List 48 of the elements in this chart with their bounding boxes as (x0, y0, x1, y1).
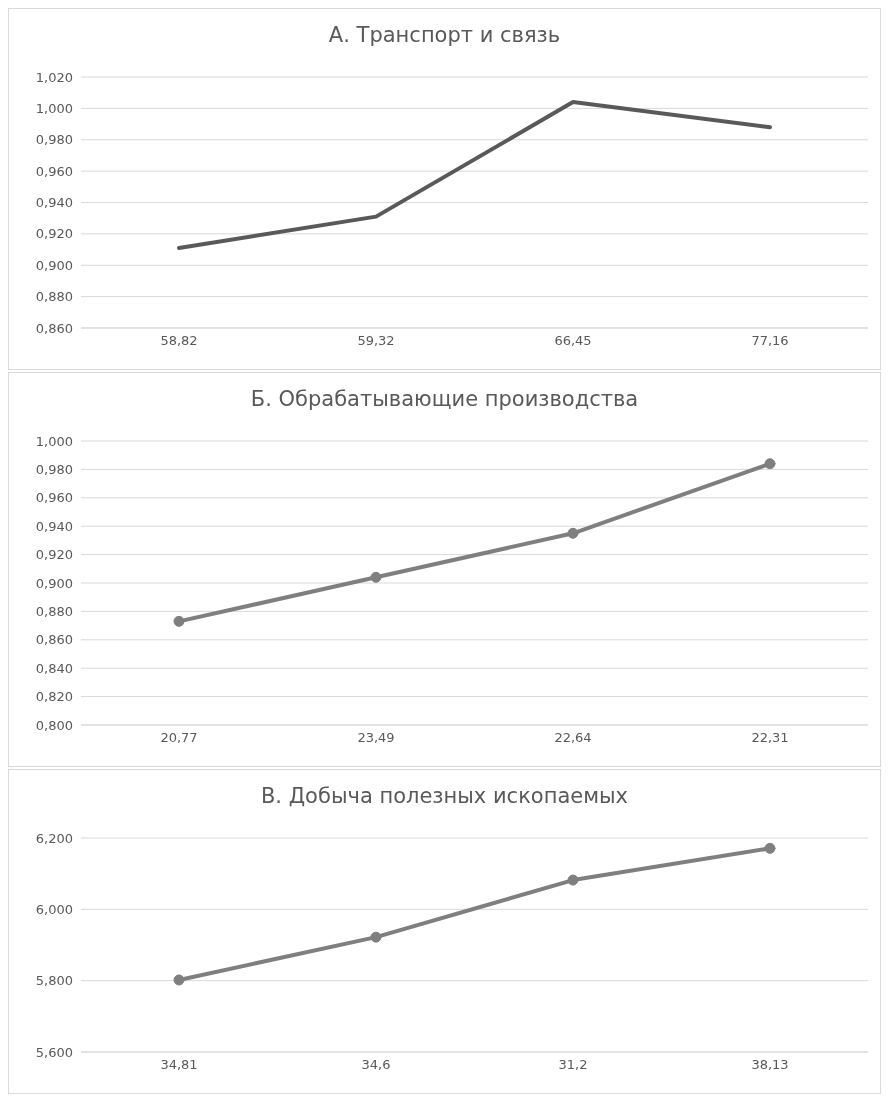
line-series (177, 100, 772, 250)
point (764, 842, 776, 854)
y-tick-label: 0,920 (35, 547, 73, 563)
x-tick-label: 22,64 (554, 730, 592, 746)
y-tick-label: 5,800 (35, 973, 73, 989)
y-tick-label: 0,980 (35, 462, 73, 478)
chart-title: А. Транспорт и связь (328, 23, 561, 47)
y-tick-label: 6,200 (35, 830, 73, 846)
y-tick-label: 0,900 (35, 575, 73, 591)
x-tick-label: 58,82 (160, 333, 198, 349)
y-tick-label: 0,840 (35, 660, 73, 676)
point (370, 931, 382, 943)
y-tick-label: 0,900 (35, 257, 73, 273)
x-tick-label: 22,31 (751, 730, 789, 746)
x-tick-label: 59,32 (357, 333, 395, 349)
y-tick-label: 0,960 (35, 490, 73, 506)
x-tick-label: 34,81 (160, 1057, 198, 1073)
chart-title: Б. Обрабатывающие производства (250, 387, 639, 411)
point (567, 874, 579, 886)
y-tick-label: 1,020 (35, 69, 73, 85)
y-tick-label: 0,880 (35, 289, 73, 305)
y-tick-label: 0,860 (35, 320, 73, 336)
y-tick-label: 0,800 (35, 717, 73, 733)
x-tick-label: 20,77 (160, 730, 198, 746)
y-tick-label: 0,980 (35, 132, 73, 148)
point (173, 974, 185, 986)
y-tick-label: 0,920 (35, 226, 73, 242)
x-tick-label: 66,45 (554, 333, 592, 349)
point (370, 571, 382, 583)
x-tick-label: 77,16 (751, 333, 789, 349)
x-tick-label: 31,2 (558, 1057, 588, 1073)
y-tick-label: 0,940 (35, 195, 73, 211)
y-tick-label: 0,940 (35, 518, 73, 534)
y-tick-label: 0,820 (35, 689, 73, 705)
y-tick-label: 1,000 (35, 100, 73, 116)
point (173, 615, 185, 627)
y-tick-label: 0,880 (35, 604, 73, 620)
x-tick-label: 38,13 (751, 1057, 789, 1073)
chart-title: В. Добыча полезных ископаемых (260, 784, 629, 808)
y-tick-label: 6,000 (35, 901, 73, 917)
x-tick-label: 23,49 (357, 730, 395, 746)
x-tick-label: 34,6 (361, 1057, 391, 1073)
y-tick-label: 0,960 (35, 163, 73, 179)
y-tick-label: 0,860 (35, 632, 73, 648)
y-tick-label: 5,600 (35, 1044, 73, 1060)
point (567, 527, 579, 539)
point (764, 458, 776, 470)
y-tick-label: 1,000 (35, 433, 73, 449)
